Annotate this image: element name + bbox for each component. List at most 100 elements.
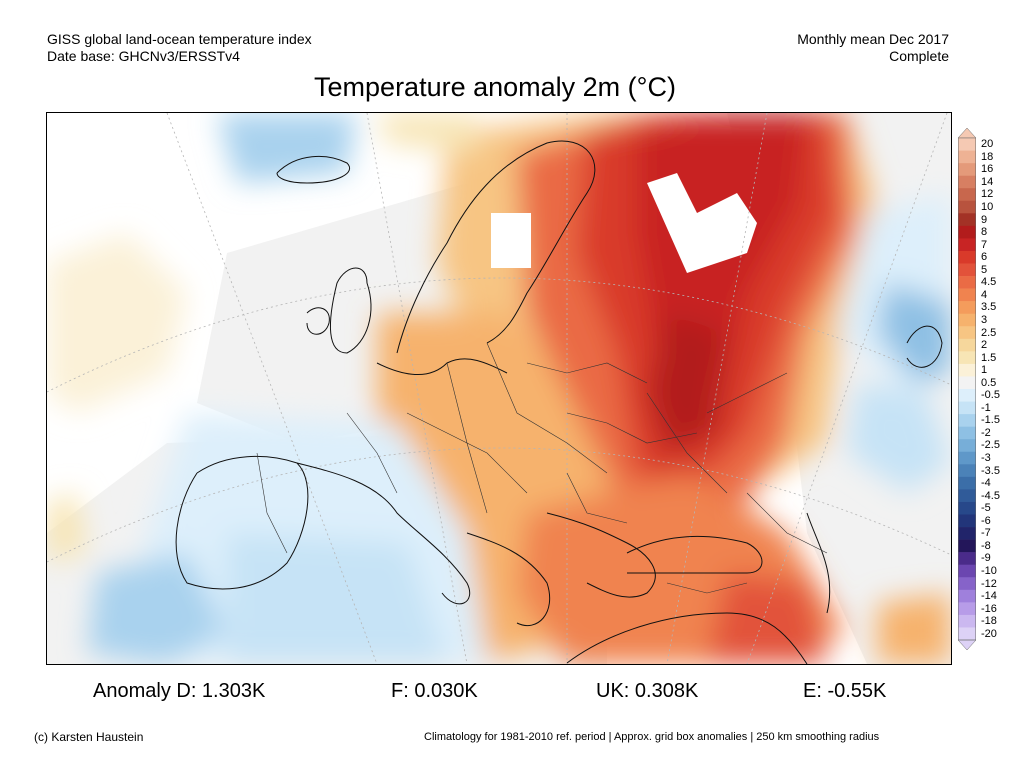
colorbar-swatch — [958, 351, 976, 365]
anomaly-map — [46, 112, 952, 665]
colorbar-swatch — [958, 263, 976, 277]
colorbar-swatch — [958, 301, 976, 314]
colorbar-label: -14 — [981, 590, 997, 603]
stat-anomaly-e: E: -0.55K — [803, 680, 887, 702]
colorbar-swatch — [958, 589, 976, 603]
header-right: Monthly mean Dec 2017 Complete — [797, 31, 949, 65]
colorbar-label: -16 — [981, 602, 997, 615]
colorbar-swatch — [958, 238, 976, 252]
colorbar-swatch — [958, 200, 976, 214]
colorbar-svg — [957, 127, 977, 651]
colorbar-label: 12 — [981, 188, 994, 201]
dataset-title: GISS global land-ocean temperature index — [47, 31, 312, 47]
colorbar-swatch — [958, 138, 976, 151]
colorbar-label: 4 — [981, 288, 988, 301]
colorbar-swatch — [958, 426, 976, 440]
stat-anomaly-d: Anomaly D: 1.303K — [93, 680, 266, 702]
colorbar-label: 20 — [981, 138, 994, 151]
colorbar-label: 3 — [981, 313, 988, 326]
database-label: Date base: GHCNv3/ERSSTv4 — [47, 48, 240, 64]
colorbar-swatch — [958, 552, 976, 565]
colorbar-label: 2.5 — [981, 326, 997, 339]
stat-anomaly-f: F: 0.030K — [391, 680, 478, 702]
colorbar-swatch — [958, 313, 976, 327]
colorbar-swatch — [958, 627, 976, 641]
colorbar-swatch — [958, 514, 976, 528]
colorbar-label: 1.5 — [981, 351, 997, 364]
colorbar-label: -7 — [981, 527, 991, 540]
coastlines — [175, 140, 943, 664]
borders — [256, 342, 828, 594]
colorbar-label: -6 — [981, 514, 991, 527]
colorbar-swatch — [958, 389, 976, 402]
colorbar-swatch — [958, 326, 976, 340]
colorbar-label: -18 — [981, 615, 997, 628]
colorbar-label: 3.5 — [981, 301, 997, 314]
colorbar-label: 9 — [981, 213, 988, 226]
colorbar-swatch — [958, 539, 976, 553]
colorbar-swatch — [958, 250, 976, 264]
colorbar-swatch — [958, 564, 976, 578]
colorbar-swatch — [958, 501, 976, 515]
colorbar-cap-bottom — [957, 639, 977, 651]
colorbar-label: 4.5 — [981, 276, 997, 289]
footer-note: Climatology for 1981-2010 ref. period | … — [424, 731, 880, 743]
graticule — [47, 113, 951, 664]
colorbar-label: 10 — [981, 201, 994, 214]
colorbar-swatch — [958, 213, 976, 227]
colorbar-border — [958, 137, 976, 641]
anomaly-shading — [47, 113, 951, 664]
colorbar-label: -9 — [981, 552, 991, 565]
stat-anomaly-uk: UK: 0.308K — [596, 680, 699, 702]
colorbar-cap-top — [957, 127, 977, 139]
colorbar-label: -2.5 — [981, 439, 1000, 452]
colorbar-swatch — [958, 602, 976, 616]
copyright: (c) Karsten Haustein — [34, 730, 144, 744]
colorbar-label: -10 — [981, 564, 997, 577]
colorbar-label: 7 — [981, 238, 988, 251]
completeness-label: Complete — [889, 48, 949, 64]
colorbar-swatch — [958, 363, 976, 377]
colorbar-swatch — [958, 401, 976, 415]
colorbar-label: -1.5 — [981, 414, 1000, 427]
colorbar-swatch — [958, 150, 976, 164]
colorbar-label: -4.5 — [981, 489, 1000, 502]
colorbar-swatch — [958, 451, 976, 465]
map-canvas — [47, 113, 951, 664]
colorbar-label: 0.5 — [981, 376, 997, 389]
colorbar-swatch — [958, 225, 976, 239]
colorbar-swatch — [958, 163, 976, 176]
colorbar-swatch — [958, 464, 976, 478]
colorbar-label: -12 — [981, 577, 997, 590]
colorbar-label: -3 — [981, 452, 991, 465]
colorbar-label: 14 — [981, 175, 994, 188]
colorbar-swatch — [958, 288, 976, 302]
colorbar-label: 5 — [981, 263, 988, 276]
colorbar-swatch — [958, 414, 976, 427]
colorbar-label: -2 — [981, 426, 991, 439]
colorbar-swatch — [958, 376, 976, 390]
colorbar-label: -0.5 — [981, 389, 1000, 402]
colorbar-swatch — [958, 577, 976, 591]
colorbar-swatch — [958, 188, 976, 202]
no-data-block — [647, 173, 757, 273]
header-left: GISS global land-ocean temperature index… — [47, 31, 312, 65]
colorbar-label: -3.5 — [981, 464, 1000, 477]
colorbar — [957, 127, 977, 651]
map-title: Temperature anomaly 2m (°C) — [314, 72, 676, 102]
colorbar-label: 16 — [981, 163, 994, 176]
colorbar-swatch — [958, 489, 976, 503]
colorbar-swatch — [958, 527, 976, 540]
colorbar-label: 8 — [981, 226, 988, 239]
colorbar-label: 18 — [981, 150, 994, 163]
colorbar-swatch — [958, 276, 976, 289]
colorbar-label: 1 — [981, 364, 988, 377]
colorbar-swatch — [958, 439, 976, 453]
period-label: Monthly mean Dec 2017 — [797, 31, 949, 47]
colorbar-label: -4 — [981, 477, 991, 490]
colorbar-label: -8 — [981, 539, 991, 552]
colorbar-swatch — [958, 476, 976, 490]
colorbar-swatch — [958, 175, 976, 189]
colorbar-label: 6 — [981, 251, 988, 264]
colorbar-swatch — [958, 614, 976, 628]
